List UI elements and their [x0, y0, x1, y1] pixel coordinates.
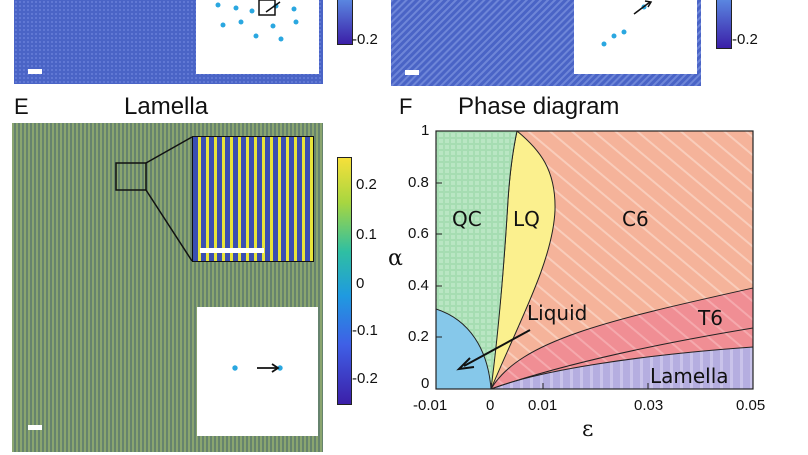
scale-bar: [28, 69, 42, 74]
lamella-image: [12, 123, 323, 452]
top-left-colorbar: [337, 0, 353, 45]
colorbar-tick: 0.1: [356, 226, 377, 243]
x-tick-label: 0: [486, 397, 495, 414]
fourier-inset: [196, 0, 319, 74]
panel-title-e: Lamella: [124, 93, 209, 120]
y-tick-label: 0: [421, 375, 430, 392]
scale-bar: [28, 425, 42, 430]
phase-label-lamella: Lamella: [650, 364, 729, 388]
top-right-image: [391, 0, 701, 86]
phase-label-c6: C6: [622, 207, 649, 231]
y-tick-label: 0.6: [408, 225, 429, 242]
colorbar-tick: 0.2: [356, 176, 377, 193]
inset-points: [215, 2, 299, 42]
plot-frame: [435, 130, 754, 390]
x-tick-label: 0.01: [528, 397, 558, 414]
y-tick-label: 0.8: [408, 174, 429, 191]
top-left-image: [14, 0, 323, 84]
inset-point: [232, 365, 238, 371]
colorbar-tick: 0: [356, 275, 365, 292]
colorbar-tick: -0.2: [352, 370, 378, 387]
x-tick-label: -0.01: [413, 397, 448, 414]
x-axis-title: ε: [582, 417, 594, 442]
phase-label-lq: LQ: [513, 207, 540, 231]
y-tick-label: 1: [421, 122, 430, 139]
top-right-colorbar-tick: -0.2: [732, 31, 758, 48]
y-tick-marks: [436, 130, 442, 390]
scale-bar: [405, 70, 419, 75]
phase-label-qc: QC: [452, 207, 482, 231]
top-right-colorbar: [716, 0, 732, 49]
phase-label-t6: T6: [698, 306, 723, 330]
colorbar-tick: -0.1: [352, 322, 378, 339]
top-left-colorbar-tick: -0.2: [352, 31, 378, 48]
fourier-inset: [574, 0, 697, 74]
liquid-arrow: [463, 329, 531, 367]
zoom-box: [115, 162, 147, 191]
y-tick-label: 0.2: [408, 328, 429, 345]
panel-title-f: Phase diagram: [458, 93, 620, 120]
panel-letter-e: E: [14, 94, 29, 119]
y-axis-title: α: [388, 246, 403, 271]
panel-letter-f: F: [399, 94, 413, 119]
y-tick-label: 0.4: [408, 277, 429, 294]
fourier-inset: [197, 307, 318, 436]
zoom-inset: [192, 136, 314, 262]
x-tick-label: 0.05: [736, 397, 766, 414]
x-tick-marks: [435, 383, 754, 389]
x-tick-label: 0.03: [634, 397, 664, 414]
zoom-scale-bar: [200, 248, 264, 253]
phase-label-liquid: Liquid: [527, 301, 588, 325]
inset-point: [277, 365, 283, 371]
lamella-colorbar: [337, 157, 352, 405]
